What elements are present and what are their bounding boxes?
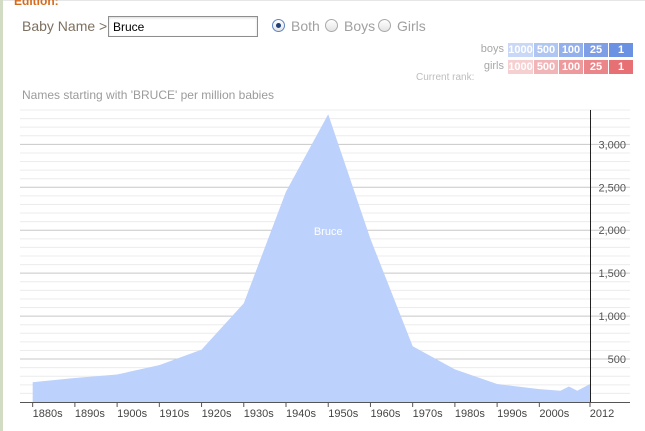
radio-boys-circle[interactable]	[325, 19, 338, 32]
y-tick-label: 2,500	[598, 182, 626, 194]
rank-cell-girls-100: 100	[559, 60, 583, 74]
rank-cell-girls-1000: 1000	[508, 60, 533, 74]
x-tick-label: 1880s	[33, 408, 63, 420]
radio-girls-circle[interactable]	[378, 19, 391, 32]
rank-cell-boys-1: 1	[609, 43, 633, 57]
radio-girls-label[interactable]: Girls	[397, 18, 426, 34]
top-frame-border	[3, 0, 645, 1]
x-tick-label: 1940s	[286, 408, 316, 420]
baby-name-input[interactable]	[108, 16, 258, 37]
x-tick-label: 1970s	[413, 408, 443, 420]
edition-label: Edition:	[14, 0, 59, 8]
rank-row-label-boys: boys	[480, 43, 504, 55]
x-tick-label: 2000s	[539, 408, 569, 420]
chart-title: Names starting with 'BRUCE' per million …	[22, 88, 275, 102]
series-label-bruce: Bruce	[314, 226, 343, 238]
x-tick-label: 1950s	[328, 408, 358, 420]
x-tick-label: 2012	[590, 408, 614, 420]
y-tick-label: 500	[608, 354, 626, 366]
baby-name-label: Baby Name >	[22, 18, 108, 34]
y-tick-label: 2,000	[598, 225, 626, 237]
x-tick-label: 1920s	[202, 408, 232, 420]
current-rank-label: Current rank:	[416, 72, 475, 83]
rank-row-label-girls: girls	[483, 60, 504, 72]
rank-cell-boys-1000: 1000	[508, 43, 533, 57]
x-tick-label: 1930s	[244, 408, 274, 420]
y-tick-label: 3,000	[598, 139, 626, 151]
rank-cell-girls-1: 1	[609, 60, 633, 74]
radio-both-label[interactable]: Both	[291, 18, 320, 34]
left-frame-border	[0, 0, 3, 431]
x-tick-label: 1900s	[117, 408, 147, 420]
x-tick-label: 1990s	[497, 408, 527, 420]
x-tick-label: 1980s	[455, 408, 485, 420]
y-tick-label: 1,500	[598, 268, 626, 280]
radio-boys-label[interactable]: Boys	[344, 18, 376, 34]
y-tick-label: 1,000	[598, 311, 626, 323]
x-tick-label: 1910s	[159, 408, 189, 420]
rank-cell-girls-25: 25	[584, 60, 608, 74]
rank-cell-boys-100: 100	[559, 43, 583, 57]
rank-cell-girls-500: 500	[534, 60, 558, 74]
x-tick-label: 1890s	[75, 408, 105, 420]
x-tick-label: 1960s	[370, 408, 400, 420]
radio-both-circle[interactable]	[272, 19, 285, 32]
series-area-bruce	[32, 114, 590, 403]
rank-cell-boys-25: 25	[584, 43, 608, 57]
rank-cell-boys-500: 500	[534, 43, 558, 57]
